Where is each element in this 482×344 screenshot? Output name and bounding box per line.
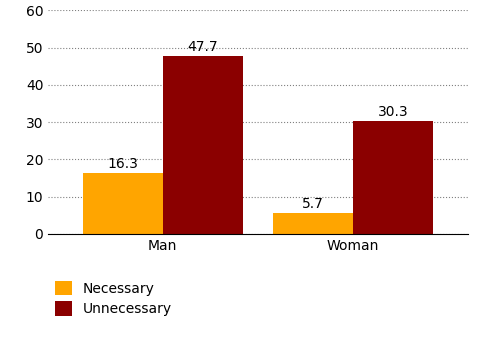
Bar — [82, 173, 162, 234]
Text: 16.3: 16.3 — [107, 157, 138, 171]
Bar — [273, 213, 353, 234]
Bar — [353, 121, 433, 234]
Text: 30.3: 30.3 — [378, 105, 409, 119]
Text: 47.7: 47.7 — [187, 40, 218, 54]
Bar — [162, 56, 242, 234]
Legend: Necessary, Unnecessary: Necessary, Unnecessary — [55, 281, 172, 316]
Text: 5.7: 5.7 — [302, 197, 324, 211]
